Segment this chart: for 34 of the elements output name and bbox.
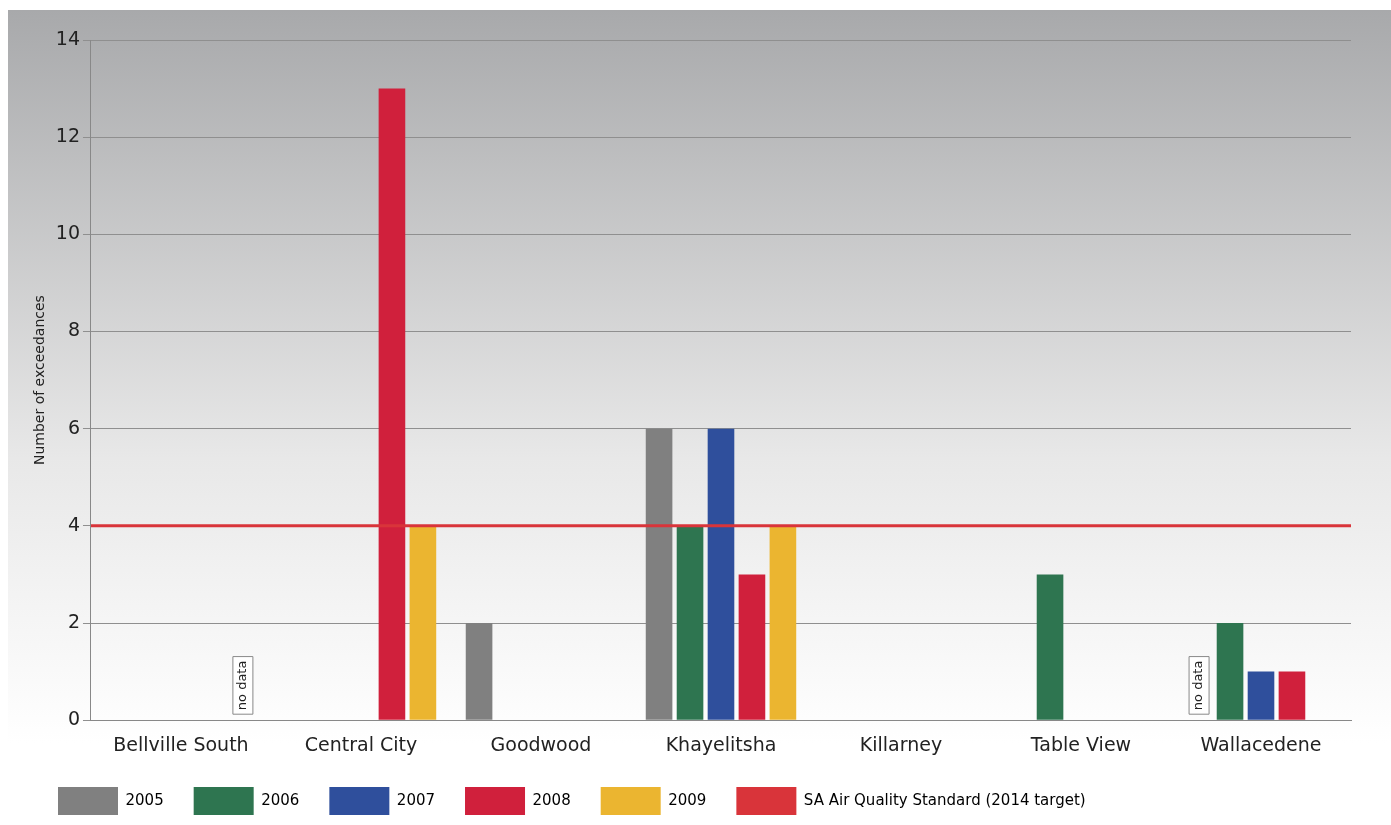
legend-label: 2005 <box>125 790 164 809</box>
y-tick-label: 6 <box>67 415 80 438</box>
bar <box>738 574 766 720</box>
y-tick-label: 12 <box>55 124 80 147</box>
x-tick-label: Table View <box>1029 732 1132 755</box>
legend-label: 2009 <box>668 790 707 809</box>
legend-label: 2006 <box>261 790 300 809</box>
bar <box>1278 671 1306 720</box>
bar <box>1247 671 1275 720</box>
y-tick-label: 8 <box>67 318 80 341</box>
y-tick-label: 14 <box>55 26 80 49</box>
bar <box>409 525 437 720</box>
y-axis-title: Number of exceedances <box>31 295 48 466</box>
bar <box>769 525 797 720</box>
annotation: no data <box>234 660 250 711</box>
y-tick-label: 0 <box>67 707 80 730</box>
x-tick-label: Central City <box>304 732 418 755</box>
bar <box>707 428 735 720</box>
bar <box>676 525 704 720</box>
x-tick-label: Wallacedene <box>1200 732 1322 755</box>
bar <box>1036 574 1064 720</box>
y-tick-label: 10 <box>55 221 80 244</box>
bar <box>378 88 406 720</box>
x-tick-label: Bellville South <box>113 732 249 755</box>
legend-label: 2008 <box>532 790 571 809</box>
annotation: no data <box>1190 660 1206 711</box>
y-tick-label: 4 <box>67 512 80 535</box>
x-tick-label: Killarney <box>859 732 943 755</box>
y-tick-label: 2 <box>67 609 80 632</box>
x-tick-label: Goodwood <box>490 732 592 755</box>
bar <box>1216 623 1244 720</box>
x-tick-label: Khayelitsha <box>665 732 777 755</box>
legend-label: 2007 <box>396 790 436 809</box>
legend-label: SA Air Quality Standard (2014 target) <box>803 790 1086 809</box>
